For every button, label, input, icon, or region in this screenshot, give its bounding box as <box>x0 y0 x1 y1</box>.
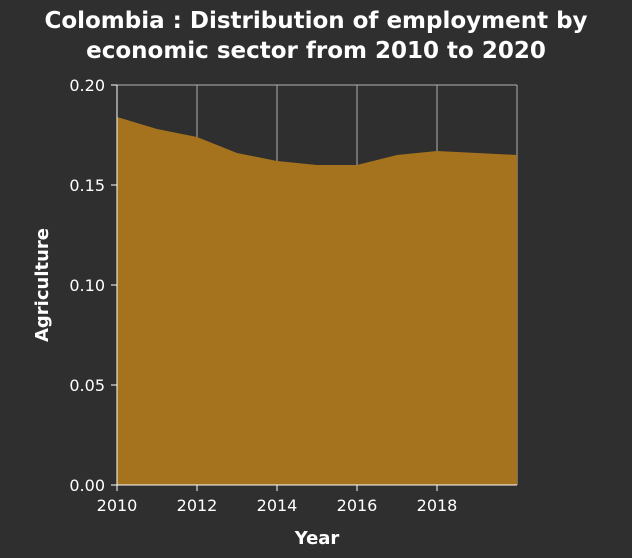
x-tick-label-2016: 2016 <box>337 496 378 515</box>
chart-title: Colombia : Distribution of employment by… <box>0 6 632 66</box>
y-axis-label: Agriculture <box>32 228 53 342</box>
y-tick-label-0.05: 0.05 <box>69 376 105 395</box>
y-tick-label-0.20: 0.20 <box>69 76 105 95</box>
x-tick-label-2014: 2014 <box>257 496 298 515</box>
x-tick-label-2018: 2018 <box>417 496 458 515</box>
y-tick-label-0.00: 0.00 <box>69 476 105 495</box>
agriculture-area <box>117 117 517 485</box>
x-axis-label: Year <box>294 528 340 549</box>
y-tick-label-0.15: 0.15 <box>69 176 105 195</box>
y-tick-label-0.10: 0.10 <box>69 276 105 295</box>
x-tick-label-2012: 2012 <box>177 496 218 515</box>
chart-title-line-2: economic sector from 2010 to 2020 <box>86 38 546 64</box>
x-tick-label-2010: 2010 <box>97 496 138 515</box>
axes: 2010 2012 2014 2016 2018 0.00 0.05 0.10 0.15 0.20 <box>69 76 517 515</box>
chart-title-line-1: Colombia : Distribution of employment by <box>44 8 588 34</box>
